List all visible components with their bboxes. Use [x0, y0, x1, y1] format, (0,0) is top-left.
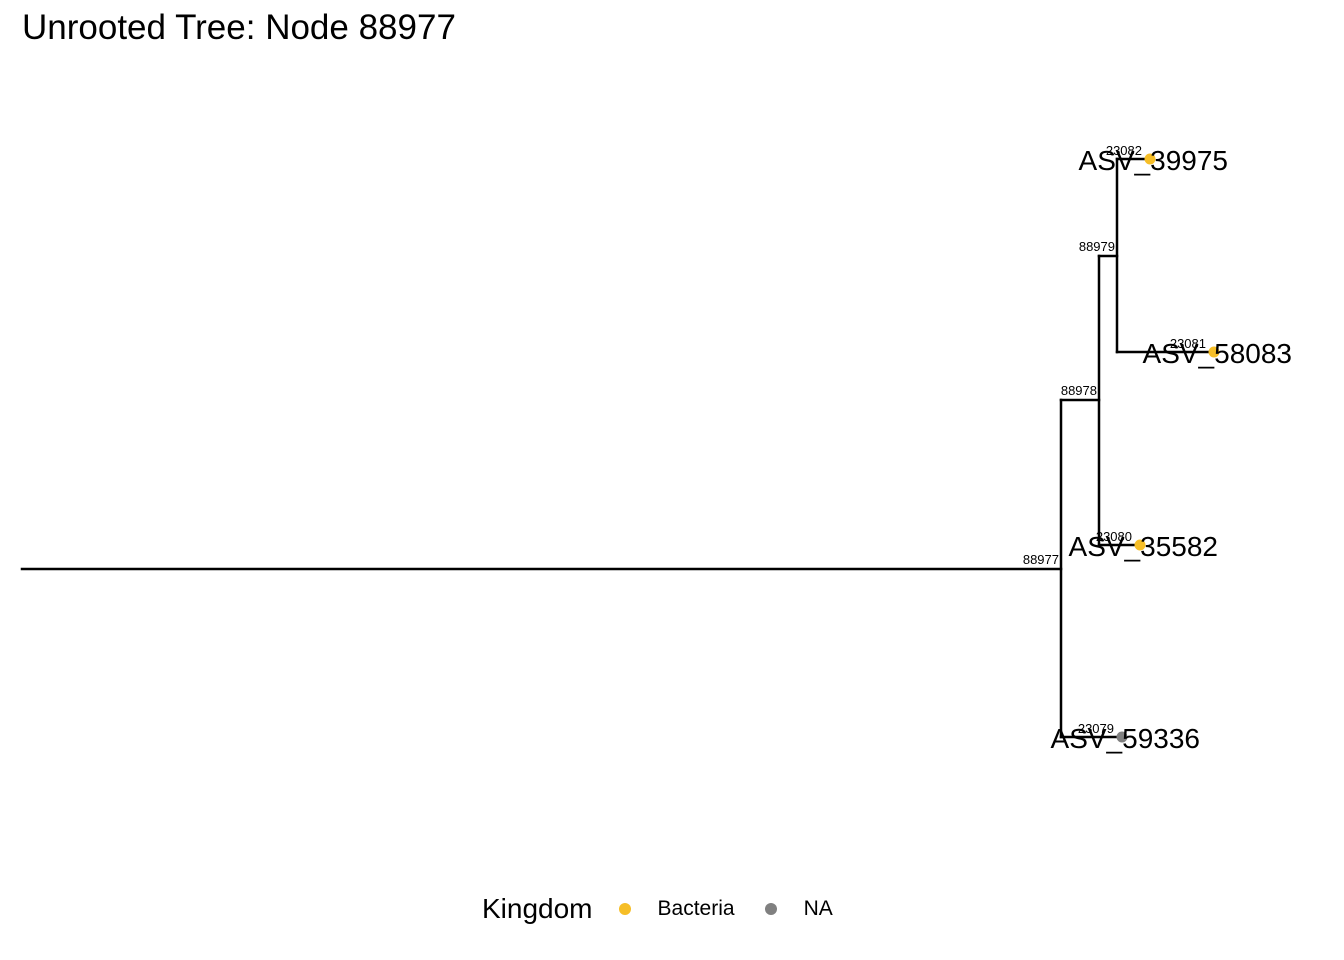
legend-bacteria-dot-icon [618, 903, 631, 915]
tip-point-23079 [1116, 731, 1128, 743]
node-label-88979: 88979 [1079, 239, 1115, 254]
chart-title: Unrooted Tree: Node 88977 [22, 8, 456, 47]
tip-name-23080: ASV_35582 [1069, 531, 1218, 562]
tip-name-23081: ASV_58083 [1143, 338, 1292, 369]
legend-label-na: NA [803, 897, 833, 920]
node-label-88977: 88977 [1023, 552, 1059, 567]
tip-point-23080 [1134, 539, 1146, 551]
node-label-88978: 88978 [1061, 383, 1097, 398]
legend: Kingdom Bacteria NA [482, 890, 863, 928]
tip-node-label-23080: 23080 [1096, 529, 1132, 544]
tip-node-label-23081: 23081 [1170, 336, 1206, 351]
tip-node-label-23082: 23082 [1106, 143, 1142, 158]
legend-na-dot-icon [764, 903, 777, 915]
tip-node-label-23079: 23079 [1078, 721, 1114, 736]
tip-name-23082: ASV_39975 [1079, 145, 1228, 176]
legend-item-bacteria: Bacteria [618, 897, 735, 921]
tip-point-23082 [1144, 153, 1156, 165]
legend-title: Kingdom [482, 893, 593, 924]
tip-name-23079: ASV_59336 [1051, 723, 1200, 754]
legend-item-na: NA [764, 897, 833, 921]
tip-point-23081 [1208, 346, 1220, 358]
legend-label-bacteria: Bacteria [657, 897, 735, 920]
